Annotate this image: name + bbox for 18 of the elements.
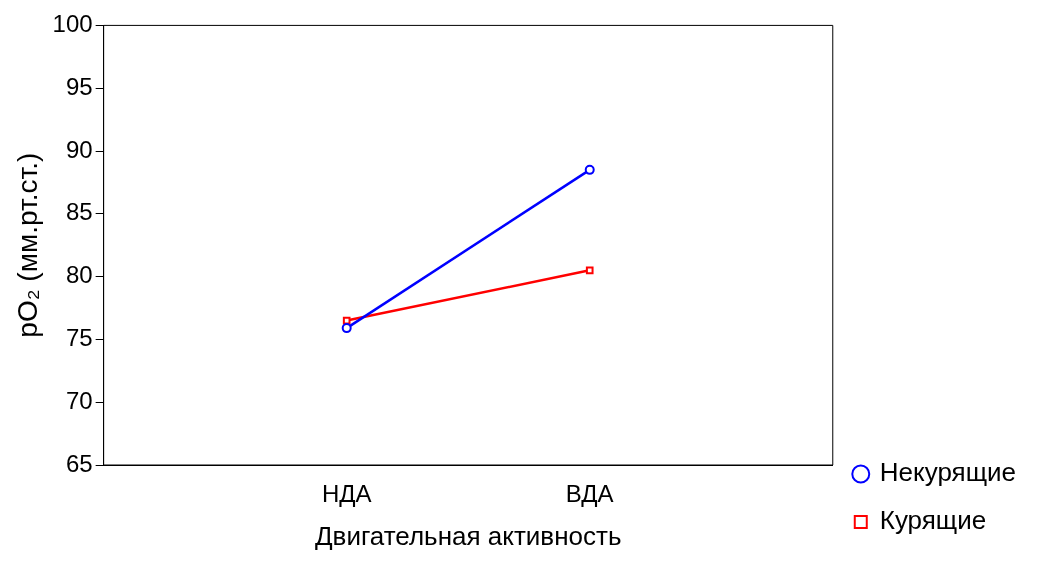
y-tick-label: 75 [65, 324, 93, 352]
point [585, 266, 594, 275]
y-tick-label: 65 [65, 449, 93, 477]
point [342, 316, 351, 325]
point [584, 164, 595, 175]
y-tick-label: 70 [65, 386, 93, 414]
x-tick-label: НДА [321, 480, 372, 508]
point [341, 323, 352, 334]
legend-label: Курящие [879, 505, 987, 536]
y-tick-label: 85 [65, 198, 93, 226]
y-tick-label: 80 [65, 261, 93, 289]
legend-label: Некурящие [879, 457, 1016, 488]
y-tick-label: 90 [65, 135, 93, 163]
x-axis-title: Двигательная активность [314, 520, 622, 551]
y-tick-label: 95 [65, 72, 93, 100]
x-tick-label: ВДА [565, 480, 614, 508]
y-tick-label: 100 [52, 10, 93, 38]
y-axis-title: pO₂ (мм.рт.ст.) [11, 152, 43, 338]
